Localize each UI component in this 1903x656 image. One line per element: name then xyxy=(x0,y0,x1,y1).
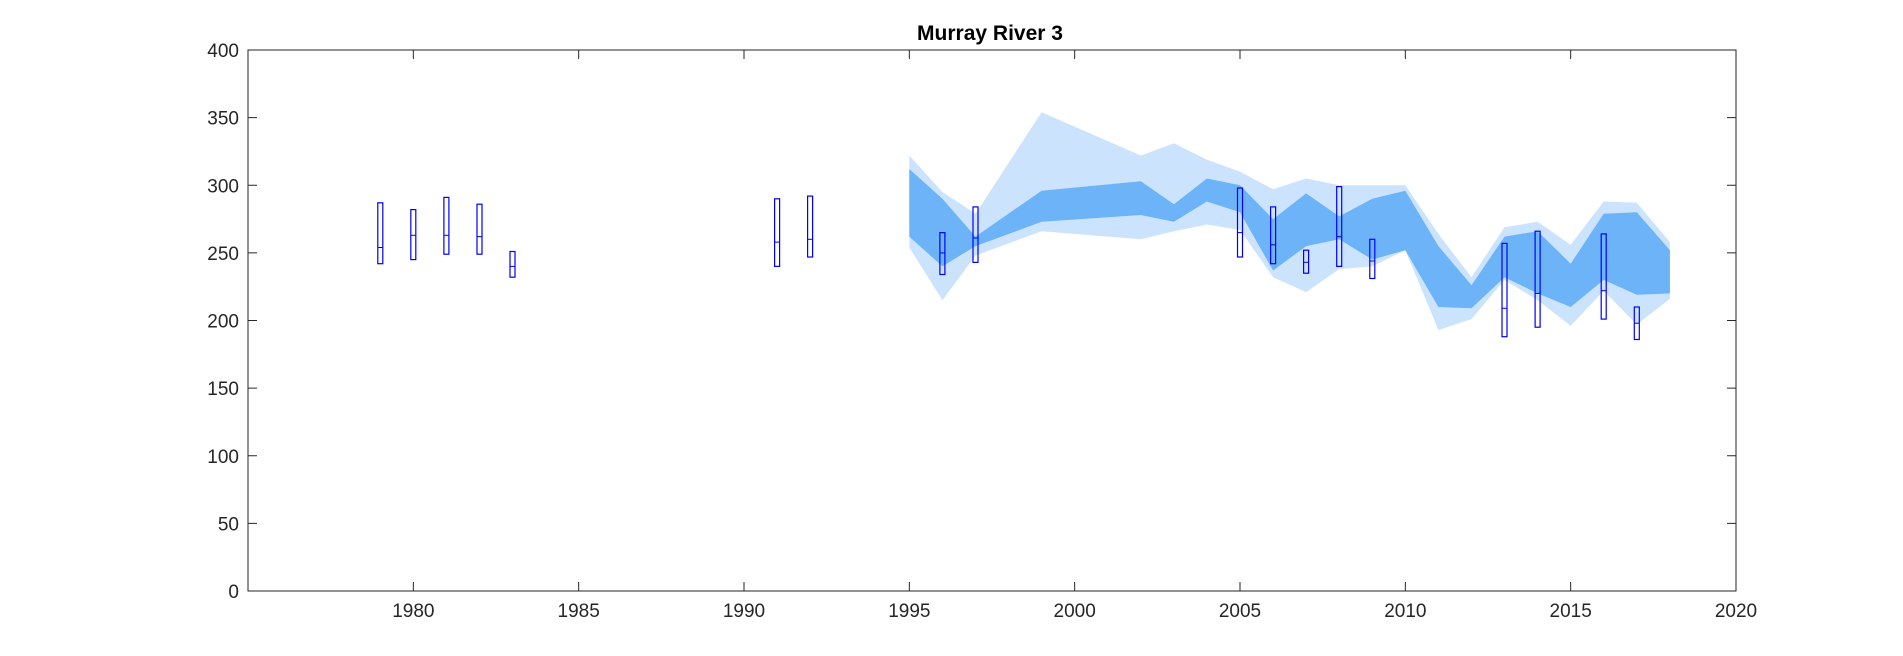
box-rect-0 xyxy=(377,202,384,265)
box-rect-15 xyxy=(1501,242,1508,338)
box-layer xyxy=(377,186,1640,341)
box-rect-7 xyxy=(939,232,946,276)
box-3 xyxy=(476,203,483,255)
x-tick-label-3: 1995 xyxy=(888,601,930,622)
box-10 xyxy=(1269,206,1277,265)
box-rect-5 xyxy=(773,198,781,268)
y-tick-label-7: 350 xyxy=(207,109,239,130)
y-tick-label-2: 100 xyxy=(207,447,239,468)
x-tick-label-5: 2005 xyxy=(1219,601,1261,622)
box-9 xyxy=(1236,187,1244,258)
box-rect-4 xyxy=(509,250,516,278)
box-rect-8 xyxy=(972,206,979,263)
box-15 xyxy=(1501,242,1508,338)
box-18 xyxy=(1633,306,1640,341)
plot-frame xyxy=(247,49,1737,592)
inner-band xyxy=(909,169,1670,309)
box-5 xyxy=(773,198,781,268)
box-11 xyxy=(1302,249,1310,274)
x-tick-label-6: 2010 xyxy=(1384,601,1426,622)
box-rect-11 xyxy=(1302,249,1310,274)
box-0 xyxy=(377,202,384,265)
box-17 xyxy=(1600,233,1607,320)
box-12 xyxy=(1336,186,1343,268)
box-8 xyxy=(972,206,979,263)
y-tick-label-5: 250 xyxy=(207,244,239,265)
y-tick-label-8: 400 xyxy=(207,41,239,62)
y-tick-label-6: 300 xyxy=(207,176,239,197)
box-rect-9 xyxy=(1236,187,1244,258)
x-tick-label-7: 2015 xyxy=(1550,601,1592,622)
box-1 xyxy=(410,209,417,261)
chart-title: Murray River 3 xyxy=(917,22,1063,45)
box-rect-2 xyxy=(443,196,450,255)
x-tick-label-0: 1980 xyxy=(392,601,434,622)
y-tick-label-1: 50 xyxy=(218,514,239,535)
x-tick-label-2: 1990 xyxy=(723,601,765,622)
x-tick-label-8: 2020 xyxy=(1715,601,1757,622)
box-6 xyxy=(806,195,814,258)
box-rect-12 xyxy=(1336,186,1343,268)
box-4 xyxy=(509,250,516,278)
y-tick-label-4: 200 xyxy=(207,312,239,333)
box-rect-10 xyxy=(1269,206,1277,265)
box-rect-13 xyxy=(1369,238,1376,280)
axes: 1980 1985 1990 1995 2000 2005 2010 2015 2020 0 50 1… xyxy=(207,41,1757,622)
box-13 xyxy=(1369,238,1376,280)
box-16 xyxy=(1534,230,1541,328)
box-2 xyxy=(443,196,450,255)
box-rect-17 xyxy=(1600,233,1607,320)
box-7 xyxy=(939,232,946,276)
box-rect-1 xyxy=(410,209,417,261)
y-tick-label-0: 0 xyxy=(228,582,239,603)
y-tick-label-3: 150 xyxy=(207,379,239,400)
box-rect-16 xyxy=(1534,230,1541,328)
x-tick-label-1: 1985 xyxy=(558,601,600,622)
band-layer xyxy=(909,112,1670,330)
x-tick-label-4: 2000 xyxy=(1054,601,1096,622)
box-rect-6 xyxy=(806,195,814,258)
box-rect-3 xyxy=(476,203,483,255)
